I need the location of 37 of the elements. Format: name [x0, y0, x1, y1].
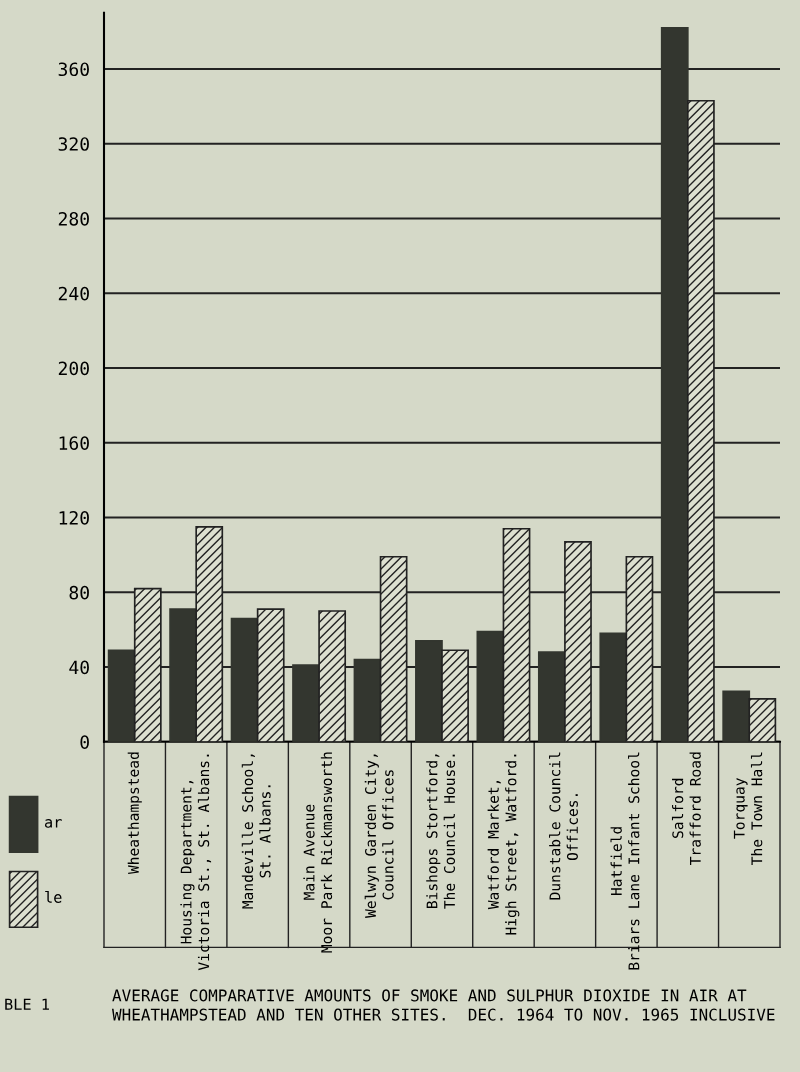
bar: [537, 651, 566, 742]
y-tick-label: 320: [58, 137, 89, 151]
y-tick-label: 200: [58, 361, 89, 376]
bar: [353, 658, 382, 742]
x-tick-label: Salford Trafford Road: [671, 752, 701, 865]
bar: [722, 690, 751, 742]
x-tick-label: Dunstable Council Offices.: [549, 752, 578, 900]
y-tick-label: 0: [80, 735, 89, 749]
bar: [169, 608, 198, 742]
bar: [230, 617, 259, 742]
bar: [599, 632, 628, 742]
bar: [660, 26, 689, 742]
text: BLE 1: [5, 998, 49, 1010]
bar: [476, 630, 505, 742]
x-tick-label: Hatfield Briars Lane Infant School: [610, 752, 640, 970]
x-tick-label: Welwyn Garden City, Council Offices: [364, 754, 394, 918]
y-tick-label: 80: [69, 585, 89, 600]
bar: [415, 640, 443, 742]
bar: [748, 697, 777, 742]
x-tick-label: Housing Department, Victoria St., St. Albans.: [180, 754, 212, 971]
x-tick-label: Watford Market, High Street, Watford.: [487, 754, 520, 935]
y-tick-label: 160: [59, 436, 89, 450]
y-tick-label: 240: [58, 286, 89, 301]
x-tick-label: Wheathampstead: [127, 752, 142, 875]
bar: [292, 664, 320, 742]
x-tick-label: Main Avenue Moor Park Rickmansworth: [303, 752, 333, 953]
text: AVERAGE COMPARATIVE AMOUNTS OF SMOKE AND SULPHUR DIOXIDE IN AIR AT WHEATHAMPSTEAD AND TEN OTHER SITES. DEC. 1964 TO NOV. 1965 INCLUSIVE: [112, 989, 775, 1021]
y-tick-label: 40: [69, 660, 89, 675]
text: le: [45, 890, 62, 903]
x-tick-label: Torquay The Town Hall: [733, 752, 763, 865]
x-tick-label: Mandeville School, St. Albans.: [241, 754, 271, 909]
bar: [107, 649, 136, 742]
y-tick-label: 120: [59, 511, 89, 525]
text: ar: [44, 819, 62, 828]
y-tick-label: 280: [58, 211, 89, 226]
y-tick-label: 360: [58, 62, 89, 77]
x-tick-label: Bishops Stortford, The Council House.: [426, 754, 456, 909]
